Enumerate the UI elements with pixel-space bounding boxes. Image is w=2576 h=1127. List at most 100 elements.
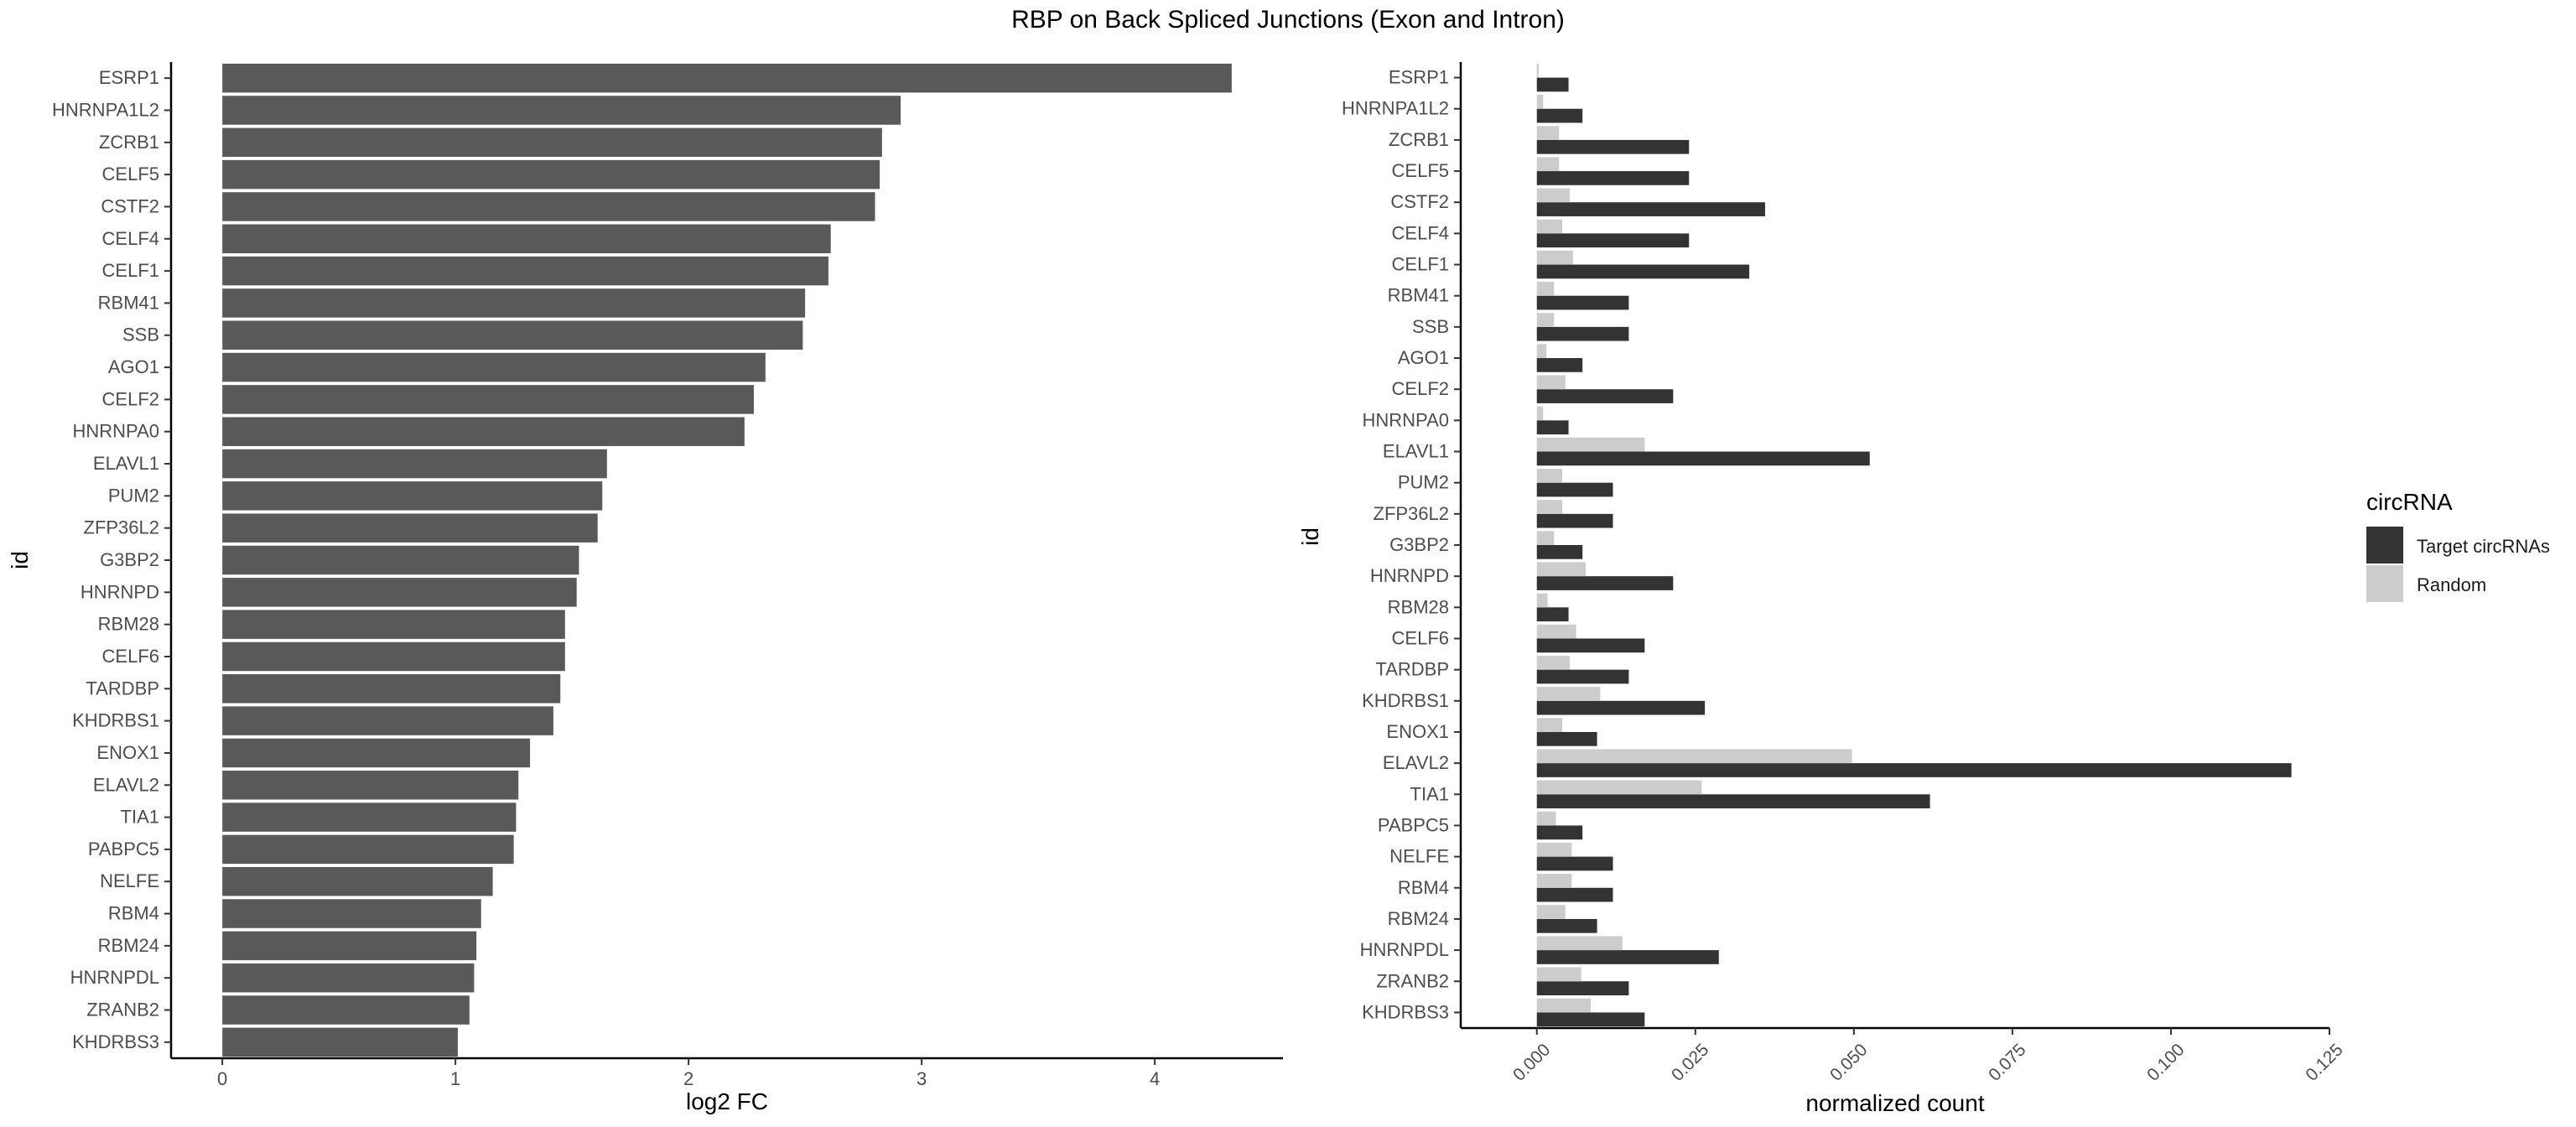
right-y-tick-label-celf2: CELF2 xyxy=(1392,378,1449,399)
left-y-tick-label-celf4: CELF4 xyxy=(102,228,159,249)
bar-random-zranb2 xyxy=(1536,967,1581,982)
bar-target-circrnas-tardbp xyxy=(1536,669,1629,684)
bar-random-zcrb1 xyxy=(1536,126,1560,140)
bar-target-circrnas-ago1 xyxy=(1536,358,1583,372)
bar-random-hnrnpd xyxy=(1536,562,1586,577)
bar-target-circrnas-celf2 xyxy=(1536,389,1674,403)
bar-log2fc-esrp1 xyxy=(222,63,1232,93)
left-y-tick-label-rbm4: RBM4 xyxy=(108,903,159,924)
right-y-tick-label-rbm24: RBM24 xyxy=(1388,908,1449,929)
bar-random-rbm28 xyxy=(1536,593,1548,608)
bar-random-ssb xyxy=(1536,313,1555,327)
bar-log2fc-ssb xyxy=(222,320,803,350)
right-y-tick-label-pabpc5: PABPC5 xyxy=(1378,814,1449,835)
left-x-axis-label: log2 FC xyxy=(686,1088,768,1114)
left-y-tick-label-elavl1: ELAVL1 xyxy=(93,453,159,474)
right-y-tick-label-nelfe: NELFE xyxy=(1389,846,1449,867)
right-y-tick-label-elavl1: ELAVL1 xyxy=(1383,441,1449,462)
left-x-tick-label: 0 xyxy=(217,1068,227,1089)
left-x-tick-label: 4 xyxy=(1150,1068,1160,1089)
right-y-axis-label: id xyxy=(1297,527,1323,546)
bar-random-tia1 xyxy=(1536,780,1702,795)
bar-log2fc-rbm28 xyxy=(222,610,565,639)
left-y-tick-label-cstf2: CSTF2 xyxy=(101,195,159,216)
left-y-tick-label-zfp36l2: ZFP36L2 xyxy=(84,517,160,538)
bar-target-circrnas-pabpc5 xyxy=(1536,825,1583,840)
bar-target-circrnas-g3bp2 xyxy=(1536,545,1583,559)
left-y-tick-label-enox1: ENOX1 xyxy=(96,742,159,763)
bar-target-circrnas-ssb xyxy=(1536,326,1629,341)
bar-log2fc-hnrnpdl xyxy=(222,963,475,993)
left-y-tick-label-zcrb1: ZCRB1 xyxy=(99,132,159,153)
right-y-tick-label-zranb2: ZRANB2 xyxy=(1376,970,1449,991)
bar-log2fc-zcrb1 xyxy=(222,127,882,158)
bar-log2fc-rbm24 xyxy=(222,931,477,961)
bar-target-circrnas-rbm41 xyxy=(1536,295,1629,310)
right-y-tick-label-khdrbs3: KHDRBS3 xyxy=(1362,1001,1449,1022)
left-y-tick-label-hnrnpdl: HNRNPDL xyxy=(70,967,159,988)
left-y-tick-label-hnrnpa1l2: HNRNPA1L2 xyxy=(52,99,159,120)
bar-target-circrnas-rbm4 xyxy=(1536,887,1613,902)
left-y-tick-label-g3bp2: G3BP2 xyxy=(100,549,159,570)
bar-target-circrnas-celf4 xyxy=(1536,233,1690,248)
bar-log2fc-celf4 xyxy=(222,224,831,254)
left-y-tick-label-hnrnpa0: HNRNPA0 xyxy=(72,421,159,442)
legend-label-target-circrnas: Target circRNAs xyxy=(2417,536,2550,557)
bar-log2fc-khdrbs1 xyxy=(222,706,553,735)
right-y-tick-label-celf4: CELF4 xyxy=(1392,222,1449,243)
left-y-tick-label-khdrbs1: KHDRBS1 xyxy=(72,710,159,731)
bar-random-celf5 xyxy=(1536,157,1560,172)
right-y-tick-label-hnrnpd: HNRNPD xyxy=(1370,565,1449,586)
bar-target-circrnas-tia1 xyxy=(1536,794,1930,809)
bar-target-circrnas-celf6 xyxy=(1536,638,1645,653)
bar-target-circrnas-zfp36l2 xyxy=(1536,513,1613,528)
bar-random-enox1 xyxy=(1536,718,1562,732)
right-bars xyxy=(1536,63,2292,1027)
left-y-axis-label: id xyxy=(7,551,33,569)
right-y-tick-label-ssb: SSB xyxy=(1412,316,1449,337)
figure-title: RBP on Back Spliced Junctions (Exon and … xyxy=(1011,6,1565,34)
bar-target-circrnas-hnrnpa1l2 xyxy=(1536,108,1583,123)
bar-target-circrnas-hnrnpdl xyxy=(1536,950,1719,964)
right-x-axis-label: normalized count xyxy=(1805,1090,1984,1116)
left-y-tick-label-khdrbs3: KHDRBS3 xyxy=(72,1031,159,1052)
left-y-tick-label-hnrnpd: HNRNPD xyxy=(80,581,159,602)
right-y-tick-label-pum2: PUM2 xyxy=(1398,472,1449,493)
bar-target-circrnas-enox1 xyxy=(1536,731,1597,746)
left-x-tick-label: 3 xyxy=(917,1068,927,1089)
right-y-tick-label-hnrnpa1l2: HNRNPA1L2 xyxy=(1342,98,1449,119)
bar-random-hnrnpdl xyxy=(1536,936,1623,951)
bar-random-zfp36l2 xyxy=(1536,500,1562,514)
bar-random-nelfe xyxy=(1536,842,1572,857)
legend: circRNA Target circRNAs Random xyxy=(2366,489,2550,602)
bar-log2fc-hnrnpd xyxy=(222,578,577,607)
bar-random-hnrnpa1l2 xyxy=(1536,95,1544,109)
bar-target-circrnas-elavl2 xyxy=(1536,763,2292,777)
bar-random-cstf2 xyxy=(1536,188,1571,203)
bar-target-circrnas-zranb2 xyxy=(1536,981,1629,995)
left-y-tick-label-celf2: CELF2 xyxy=(102,388,159,409)
bar-log2fc-hnrnpa0 xyxy=(222,417,745,446)
bar-target-circrnas-zcrb1 xyxy=(1536,139,1690,154)
right-y-tick-label-esrp1: ESRP1 xyxy=(1389,67,1449,88)
bar-random-esrp1 xyxy=(1536,63,1540,78)
bar-log2fc-celf1 xyxy=(222,256,828,286)
bar-target-circrnas-celf1 xyxy=(1536,264,1750,279)
bar-random-g3bp2 xyxy=(1536,531,1555,545)
left-y-tick-label-rbm28: RBM28 xyxy=(98,614,159,635)
legend-label-random: Random xyxy=(2417,574,2486,595)
bar-log2fc-nelfe xyxy=(222,866,493,896)
bar-log2fc-elavl1 xyxy=(222,449,607,479)
right-y-tick-label-enox1: ENOX1 xyxy=(1386,721,1449,742)
bar-target-circrnas-esrp1 xyxy=(1536,77,1569,92)
bar-random-pabpc5 xyxy=(1536,811,1556,826)
right-y-tick-label-ago1: AGO1 xyxy=(1398,347,1449,368)
right-y-tick-label-celf1: CELF1 xyxy=(1392,254,1449,275)
left-y-ticks: ESRP1 HNRNPA1L2 ZCRB1 CELF5 CSTF2 CELF4 CELF1 R… xyxy=(52,67,171,1052)
bar-log2fc-khdrbs3 xyxy=(222,1027,458,1057)
legend-title: circRNA xyxy=(2366,489,2453,515)
left-y-tick-label-rbm41: RBM41 xyxy=(98,292,159,313)
left-y-tick-label-pabpc5: PABPC5 xyxy=(88,839,159,860)
bar-random-tardbp xyxy=(1536,655,1571,670)
bar-target-circrnas-cstf2 xyxy=(1536,202,1765,216)
